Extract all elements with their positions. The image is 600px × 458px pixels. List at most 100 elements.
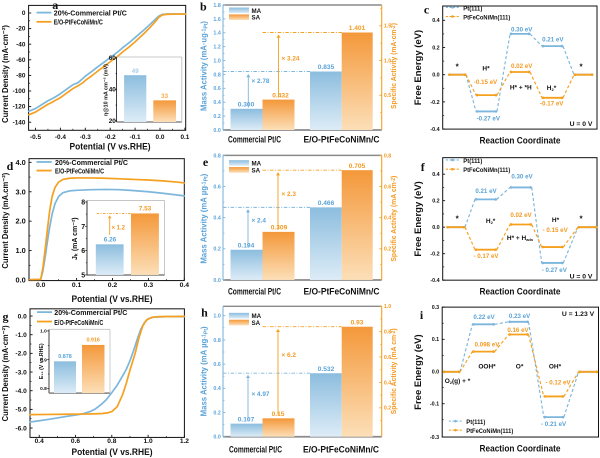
svg-text:0.16 eV: 0.16 eV bbox=[507, 327, 529, 334]
svg-text:Current Density (mA.cm⁻²): Current Density (mA.cm⁻²) bbox=[0, 173, 10, 269]
svg-text:0.4: 0.4 bbox=[180, 282, 190, 289]
svg-text:b: b bbox=[200, 0, 207, 14]
svg-text:0.2: 0.2 bbox=[432, 45, 440, 51]
svg-text:OH*: OH* bbox=[549, 363, 562, 370]
svg-text:PtFeCoNiMn(111): PtFeCoNiMn(111) bbox=[466, 428, 513, 435]
svg-text:0.0: 0.0 bbox=[18, 313, 27, 320]
svg-text:-0.5: -0.5 bbox=[30, 134, 41, 141]
svg-text:c: c bbox=[424, 2, 430, 16]
svg-text:-5.0: -5.0 bbox=[15, 407, 27, 414]
svg-text:Mass Activity (mA·ug-1Pt): Mass Activity (mA·ug-1Pt) bbox=[200, 21, 210, 111]
svg-text:0.2: 0.2 bbox=[384, 247, 391, 253]
svg-text:0.8: 0.8 bbox=[107, 438, 116, 445]
svg-text:0.8: 0.8 bbox=[384, 330, 391, 336]
svg-text:0.2: 0.2 bbox=[213, 114, 220, 120]
svg-text:0.23 eV: 0.23 eV bbox=[509, 313, 531, 320]
svg-text:0.21 eV: 0.21 eV bbox=[475, 188, 497, 195]
svg-text:Reaction Coordinate: Reaction Coordinate bbox=[480, 444, 561, 454]
svg-text:O2(g) + *: O2(g) + * bbox=[445, 378, 471, 385]
svg-text:0.8: 0.8 bbox=[213, 72, 220, 78]
svg-text:-0.3: -0.3 bbox=[80, 134, 91, 141]
svg-text:- 0.15 eV: - 0.15 eV bbox=[543, 227, 569, 234]
svg-text:E/O-PtFeCoNiMn/C: E/O-PtFeCoNiMn/C bbox=[304, 135, 380, 145]
svg-text:0.300: 0.300 bbox=[238, 101, 255, 108]
svg-text:6: 6 bbox=[81, 248, 85, 255]
svg-text:U = 0 V: U = 0 V bbox=[570, 121, 593, 128]
svg-text:8: 8 bbox=[81, 200, 85, 207]
svg-text:MA: MA bbox=[252, 313, 262, 320]
svg-text:-80: -80 bbox=[16, 73, 26, 80]
svg-text:5: 5 bbox=[81, 273, 85, 280]
svg-text:-40: -40 bbox=[16, 41, 26, 48]
svg-text:0.3: 0.3 bbox=[432, 305, 440, 311]
svg-text:-6.0: -6.0 bbox=[15, 425, 27, 432]
svg-text:0.6: 0.6 bbox=[71, 438, 80, 445]
svg-text:E/O-PtFeCoNiMn/C: E/O-PtFeCoNiMn/C bbox=[303, 445, 379, 455]
svg-text:0.93: 0.93 bbox=[351, 320, 364, 327]
svg-text:*: * bbox=[456, 215, 460, 224]
svg-text:0.194: 0.194 bbox=[238, 243, 255, 250]
svg-text:4.0: 4.0 bbox=[16, 158, 26, 167]
svg-text:Free Energy (eV): Free Energy (eV) bbox=[413, 181, 424, 256]
svg-text:0.0: 0.0 bbox=[213, 435, 220, 441]
svg-text:0.4: 0.4 bbox=[432, 172, 440, 178]
svg-text:0.6: 0.6 bbox=[384, 184, 391, 190]
svg-text:Mass Activity (mA µg-1Pt): Mass Activity (mA µg-1Pt) bbox=[200, 173, 210, 263]
svg-text:1.2: 1.2 bbox=[180, 438, 189, 445]
svg-text:U = 0 V: U = 0 V bbox=[570, 274, 593, 281]
svg-text:Potential (V vs.RHE): Potential (V vs.RHE) bbox=[72, 447, 153, 457]
svg-text:SA: SA bbox=[252, 167, 261, 174]
svg-text:0.0: 0.0 bbox=[16, 276, 26, 285]
svg-text:0.4: 0.4 bbox=[384, 216, 391, 222]
svg-text:- 0.17 eV: - 0.17 eV bbox=[473, 253, 499, 260]
svg-text:0.107: 0.107 bbox=[238, 416, 255, 423]
svg-text:Mass Activity (mA µg-1Pt): Mass Activity (mA µg-1Pt) bbox=[200, 326, 210, 416]
svg-text:- 0.12 eV: - 0.12 eV bbox=[545, 380, 571, 387]
svg-text:0.8: 0.8 bbox=[384, 153, 391, 159]
svg-text:0.2: 0.2 bbox=[213, 247, 220, 253]
svg-text:Current Density (mA·cm⁻²): Current Density (mA·cm⁻²) bbox=[0, 25, 10, 123]
svg-text:Specific Activity (mA·cm-2): Specific Activity (mA·cm-2) bbox=[389, 23, 398, 109]
svg-text:-2.0: -2.0 bbox=[15, 351, 27, 358]
svg-text:0.4: 0.4 bbox=[432, 18, 440, 24]
svg-text:-4.0: -4.0 bbox=[15, 388, 27, 395]
svg-text:*: * bbox=[579, 215, 583, 224]
svg-text:SA: SA bbox=[252, 15, 261, 22]
svg-text:Potential (V vs.RHE): Potential (V vs.RHE) bbox=[72, 294, 153, 304]
svg-text:0.1: 0.1 bbox=[180, 134, 189, 141]
svg-text:0.432: 0.432 bbox=[272, 92, 289, 99]
svg-text:0.2: 0.2 bbox=[432, 199, 440, 205]
svg-text:0.4: 0.4 bbox=[213, 216, 220, 222]
svg-text:0.4: 0.4 bbox=[384, 380, 391, 386]
svg-text:-0.1: -0.1 bbox=[430, 402, 439, 408]
svg-text:-0.1: -0.1 bbox=[130, 134, 141, 141]
svg-text:60: 60 bbox=[109, 55, 117, 62]
svg-text:Potential (V vs.RHE): Potential (V vs.RHE) bbox=[70, 142, 151, 152]
svg-text:0.15: 0.15 bbox=[272, 411, 285, 418]
svg-text:0.705: 0.705 bbox=[349, 163, 366, 170]
svg-text:-0.17 eV: -0.17 eV bbox=[540, 101, 564, 108]
svg-text:0.2: 0.2 bbox=[384, 406, 391, 412]
svg-text:0.4: 0.4 bbox=[35, 438, 44, 445]
svg-text:1.2: 1.2 bbox=[213, 45, 220, 51]
svg-text:0: 0 bbox=[22, 10, 26, 17]
svg-text:0.466: 0.466 bbox=[318, 200, 335, 207]
svg-text:1.0: 1.0 bbox=[40, 329, 47, 335]
svg-text:0.835: 0.835 bbox=[318, 64, 335, 71]
svg-text:0.5: 0.5 bbox=[384, 93, 391, 99]
svg-text:0.0: 0.0 bbox=[432, 73, 440, 79]
svg-text:20%-Commercial Pt/C: 20%-Commercial Pt/C bbox=[55, 160, 128, 167]
svg-text:× 1.2: × 1.2 bbox=[112, 226, 126, 232]
svg-text:-0.4: -0.4 bbox=[55, 134, 66, 141]
svg-text:d: d bbox=[7, 159, 14, 173]
svg-text:1.0: 1.0 bbox=[144, 438, 153, 445]
svg-text:0.6: 0.6 bbox=[384, 355, 391, 361]
svg-text:-20: -20 bbox=[16, 26, 26, 33]
svg-text:η@10 mA cm⁻² (mV): η@10 mA cm⁻² (mV) bbox=[104, 64, 110, 116]
svg-text:H* + Hads: H* + Hads bbox=[507, 235, 534, 242]
svg-text:E₁₂ (V vs.RHE): E₁₂ (V vs.RHE) bbox=[39, 343, 45, 379]
svg-text:-0.4: -0.4 bbox=[430, 278, 439, 284]
svg-text:1.8: 1.8 bbox=[213, 3, 220, 9]
svg-text:× 2.78: × 2.78 bbox=[252, 78, 270, 85]
svg-text:40: 40 bbox=[109, 87, 117, 94]
